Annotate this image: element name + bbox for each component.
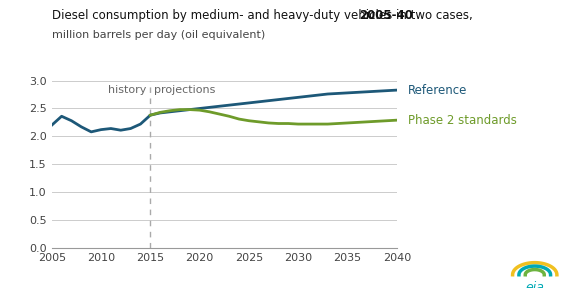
Text: Phase 2 standards: Phase 2 standards: [408, 114, 517, 127]
Text: million barrels per day (oil equivalent): million barrels per day (oil equivalent): [52, 30, 265, 40]
Text: history: history: [108, 85, 147, 94]
Text: 2005-40: 2005-40: [359, 9, 413, 22]
Text: Reference: Reference: [408, 84, 467, 96]
Text: Diesel consumption by medium- and heavy-duty vehicles in two cases,: Diesel consumption by medium- and heavy-…: [52, 9, 476, 22]
Text: eia: eia: [526, 281, 544, 288]
Text: projections: projections: [154, 85, 216, 94]
